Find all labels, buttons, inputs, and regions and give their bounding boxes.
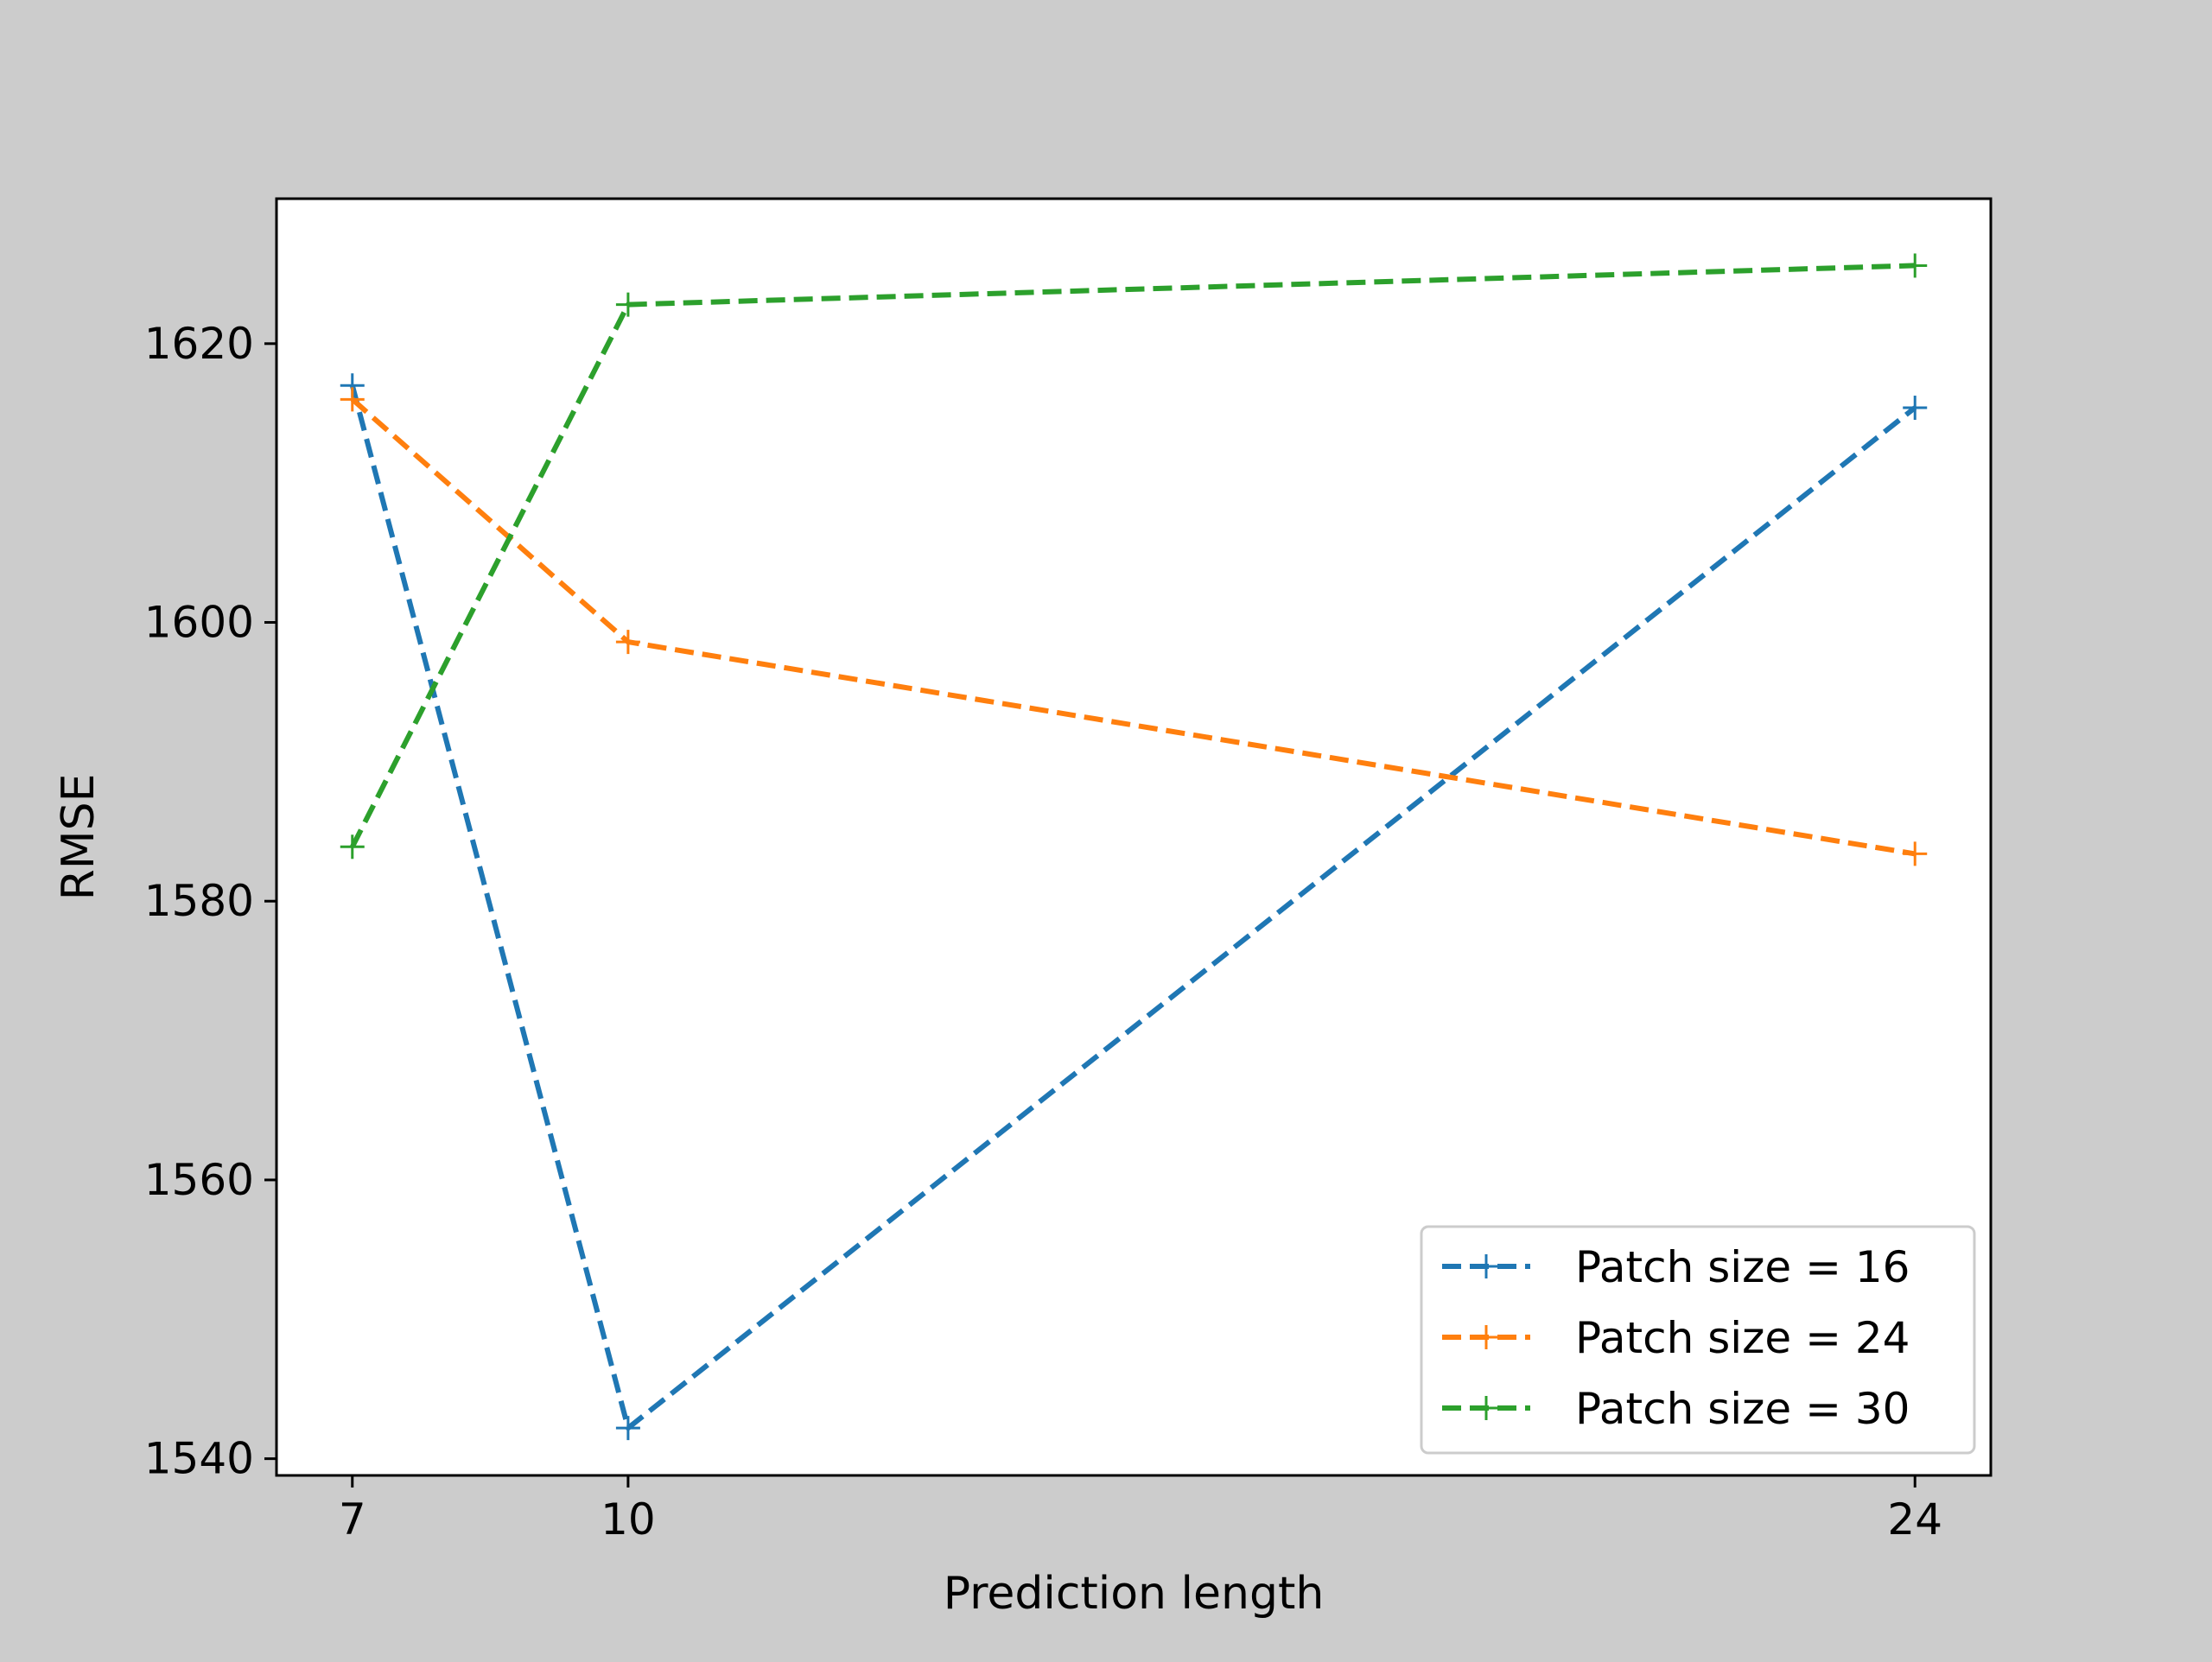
data-point	[1903, 841, 1928, 866]
legend-marker	[1474, 1254, 1498, 1278]
y-axis-ticks: 1540 1560 1580 1600 1620	[144, 319, 276, 1484]
data-point	[340, 387, 365, 412]
y-axis-label: RMSE	[53, 774, 105, 901]
legend-marker	[1474, 1396, 1498, 1420]
legend-marker	[1474, 1325, 1498, 1349]
data-point	[1903, 396, 1928, 421]
y-tick-label: 1600	[144, 598, 254, 648]
x-axis-label: Prediction length	[944, 1568, 1325, 1620]
series-layer	[340, 253, 1928, 1441]
legend-label: Patch size = 24	[1575, 1313, 1910, 1363]
x-axis-ticks: 7 10 24	[339, 1475, 1942, 1545]
legend-item: Patch size = 30	[1442, 1384, 1910, 1434]
series-2	[340, 387, 1928, 866]
legend-item: Patch size = 24	[1442, 1313, 1910, 1363]
legend-label: Patch size = 16	[1575, 1242, 1910, 1292]
legend-box	[1420, 1225, 1976, 1455]
x-tick-label: 24	[1887, 1494, 1942, 1545]
legend-item: Patch size = 16	[1442, 1242, 1910, 1292]
y-tick-label: 1580	[144, 876, 254, 926]
data-point	[615, 292, 640, 317]
data-point	[340, 834, 365, 860]
x-tick-label: 7	[339, 1494, 366, 1545]
data-point	[615, 630, 640, 655]
series-3	[340, 253, 1928, 860]
legend: Patch size = 16 Patch size = 24 Patch size…	[1420, 1225, 1976, 1455]
x-tick-label: 10	[601, 1494, 656, 1545]
series-1	[340, 373, 1928, 1441]
data-point	[1903, 253, 1928, 278]
y-tick-label: 1620	[144, 319, 254, 369]
y-tick-label: 1560	[144, 1155, 254, 1205]
legend-label: Patch size = 30	[1575, 1384, 1910, 1434]
plot-frame	[275, 197, 1993, 1477]
y-tick-label: 1540	[144, 1434, 254, 1484]
data-point	[615, 1416, 640, 1441]
